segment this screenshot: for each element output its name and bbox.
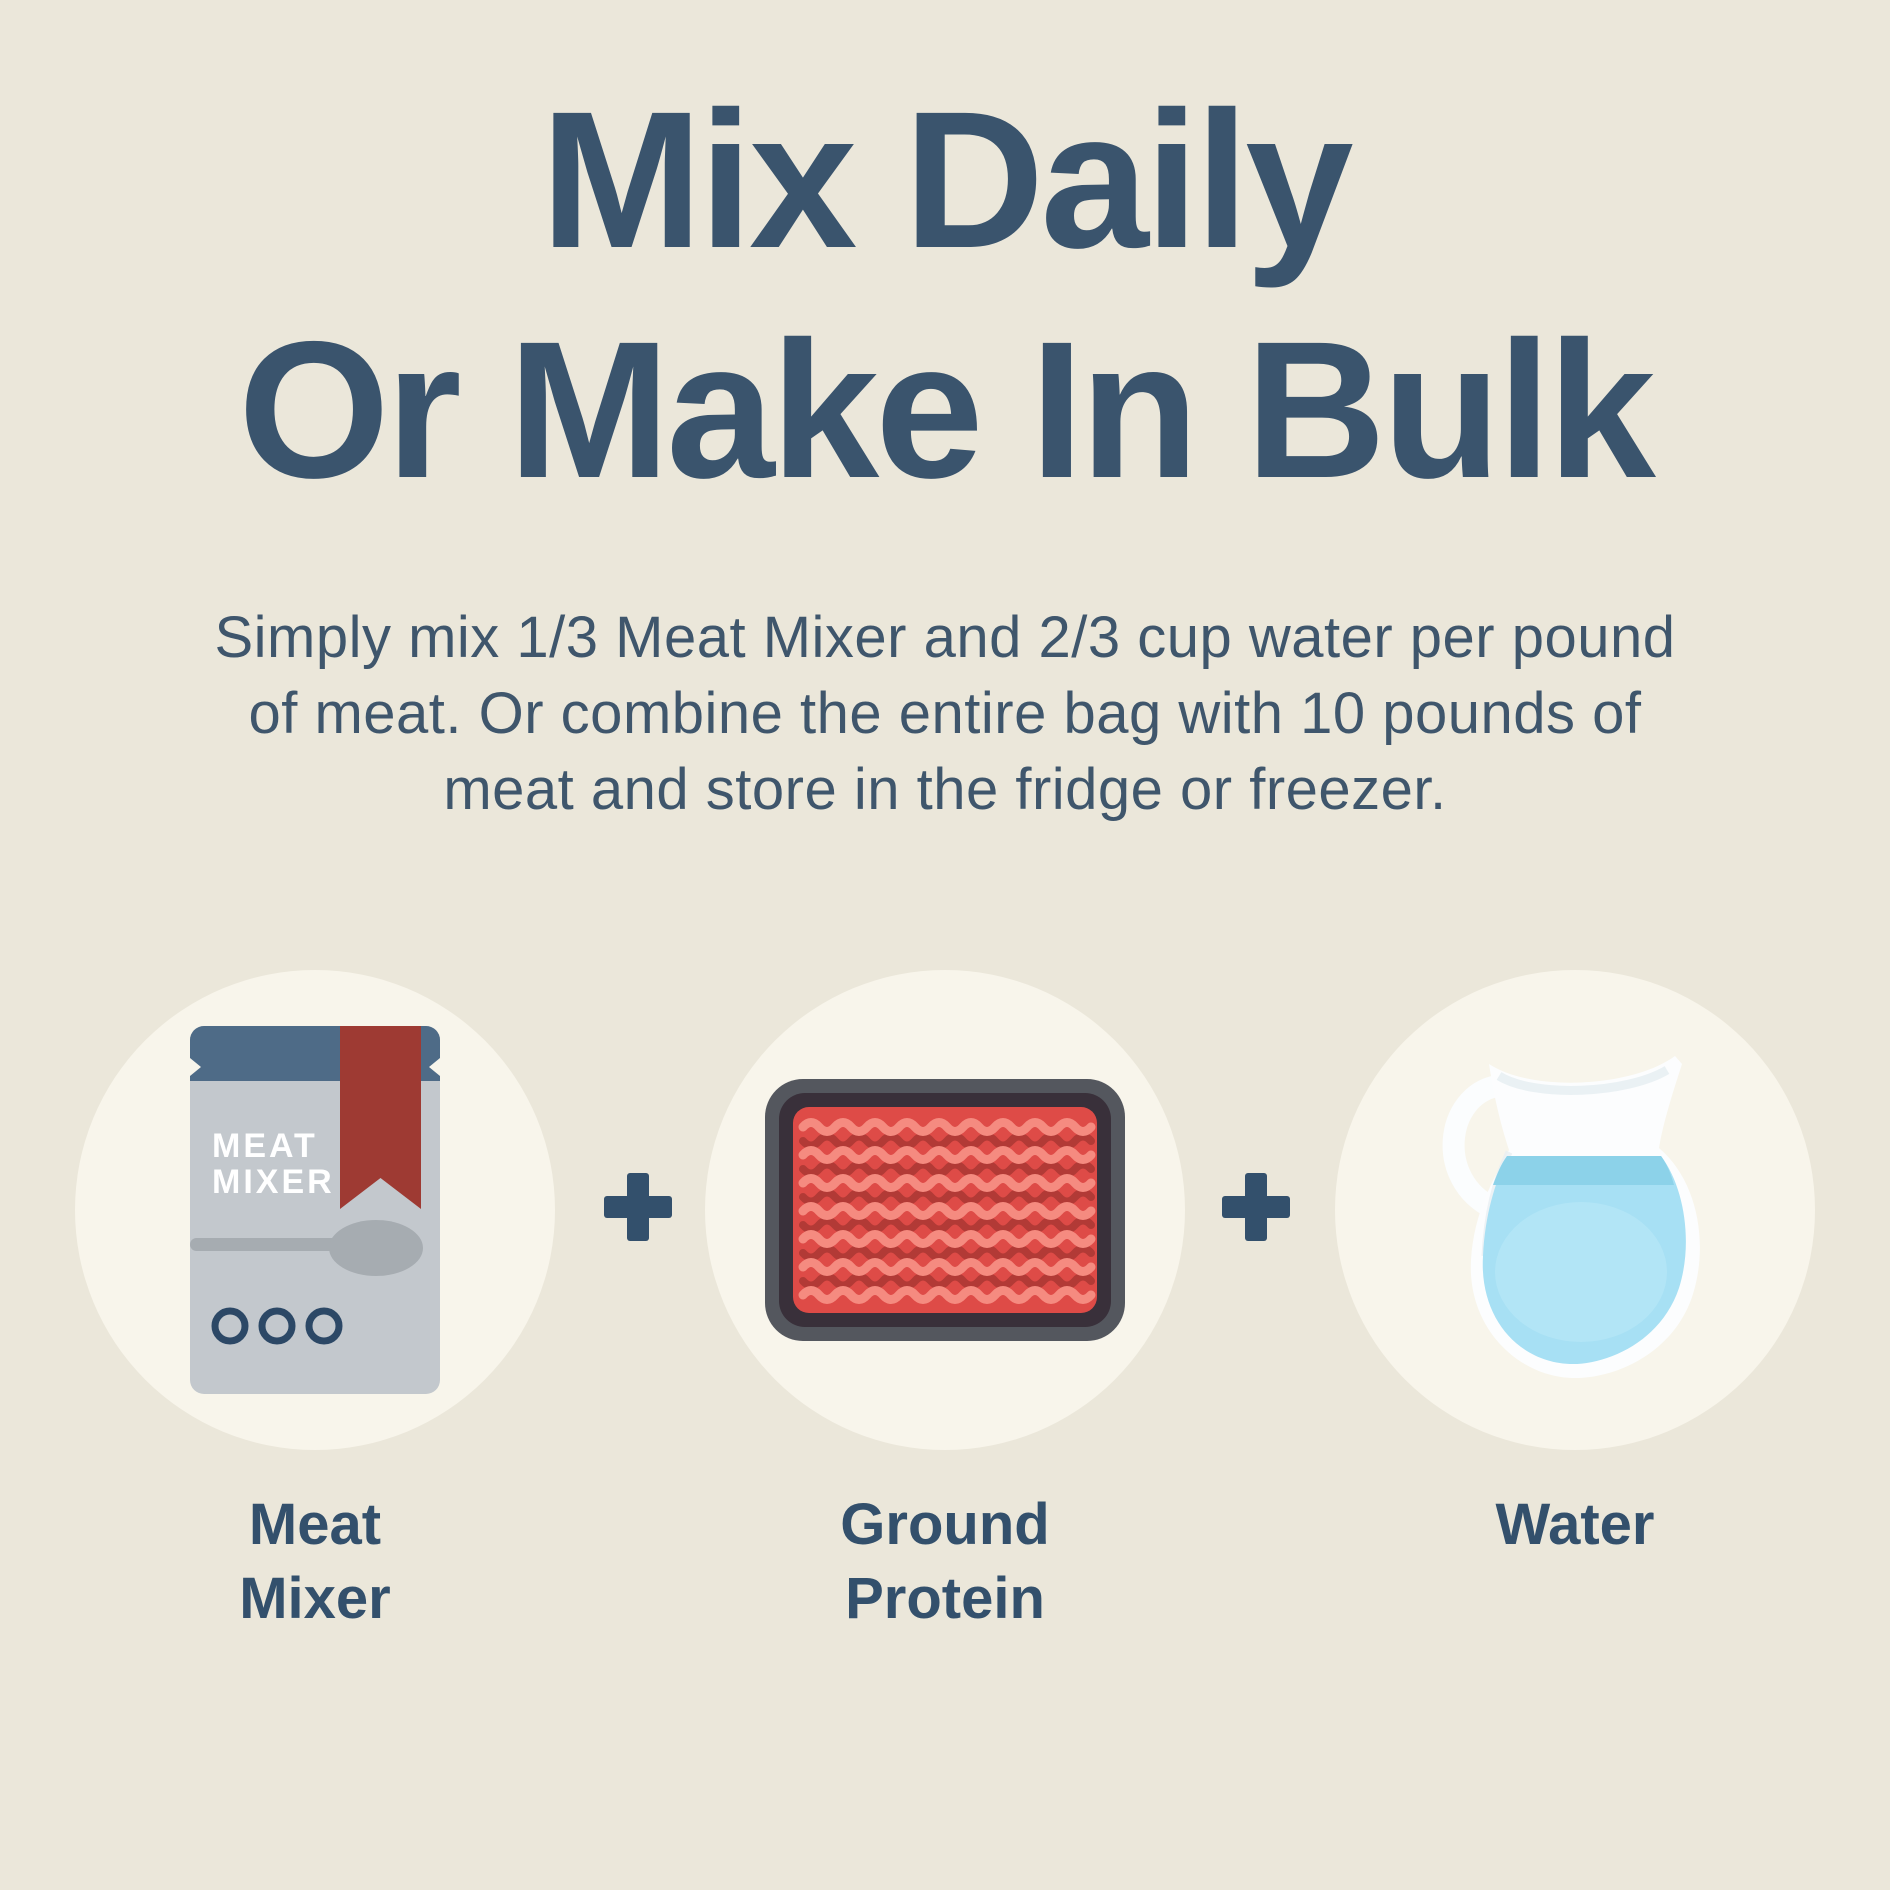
bag-notch-right: [429, 1058, 440, 1076]
subtitle-text: Simply mix 1/3 Meat Mixer and 2/3 cup wa…: [0, 600, 1890, 828]
water-surface-band: [1493, 1156, 1674, 1185]
subtitle-line-2: of meat. Or combine the entire bag with …: [248, 681, 1642, 746]
bag-notch-left: [190, 1058, 201, 1076]
label-line: Meat: [248, 1492, 382, 1557]
water-highlight: [1495, 1202, 1667, 1342]
plus-icon: [604, 1173, 672, 1241]
pitcher-handle: [1442, 1075, 1508, 1219]
bag-text-line-1: MEAT: [212, 1127, 318, 1165]
ground-protein-circle: [705, 970, 1185, 1450]
subtitle-line-1: Simply mix 1/3 Meat Mixer and 2/3 cup wa…: [214, 605, 1676, 670]
bag-rings: [211, 1307, 343, 1345]
subtitle-line-3: meat and store in the fridge or freezer.: [443, 757, 1447, 822]
meat-mixer-circle: MEAT MIXER: [75, 970, 555, 1450]
spoon-icon: [190, 1220, 423, 1276]
water-circle: [1335, 970, 1815, 1450]
meat-mixer-label: Meat Mixer: [75, 1488, 555, 1636]
meat-mixer-bag-icon: MEAT MIXER: [190, 1026, 440, 1394]
label-line: Water: [1495, 1492, 1655, 1557]
label-line: Protein: [845, 1566, 1045, 1631]
title-line-2: Or Make In Bulk: [238, 301, 1656, 519]
meat-texture-shadow: [799, 1132, 1095, 1290]
ground-protein-label: Ground Protein: [705, 1488, 1185, 1636]
water-pitcher-icon: [1442, 1056, 1700, 1378]
plus-icon: [1222, 1173, 1290, 1241]
pitcher-rim-shadow: [1496, 1066, 1670, 1095]
label-line: Ground: [840, 1492, 1050, 1557]
meat-texture-highlight: [798, 1118, 1096, 1304]
bag-text-line-2: MIXER: [212, 1163, 335, 1201]
bag-ribbon: [340, 1026, 421, 1209]
ground-protein-tray-icon: [765, 1079, 1125, 1341]
water-label: Water: [1335, 1488, 1815, 1562]
title-line-1: Mix Daily: [540, 71, 1353, 289]
label-line: Mixer: [239, 1566, 391, 1631]
page-title: Mix Daily Or Make In Bulk: [0, 65, 1890, 525]
